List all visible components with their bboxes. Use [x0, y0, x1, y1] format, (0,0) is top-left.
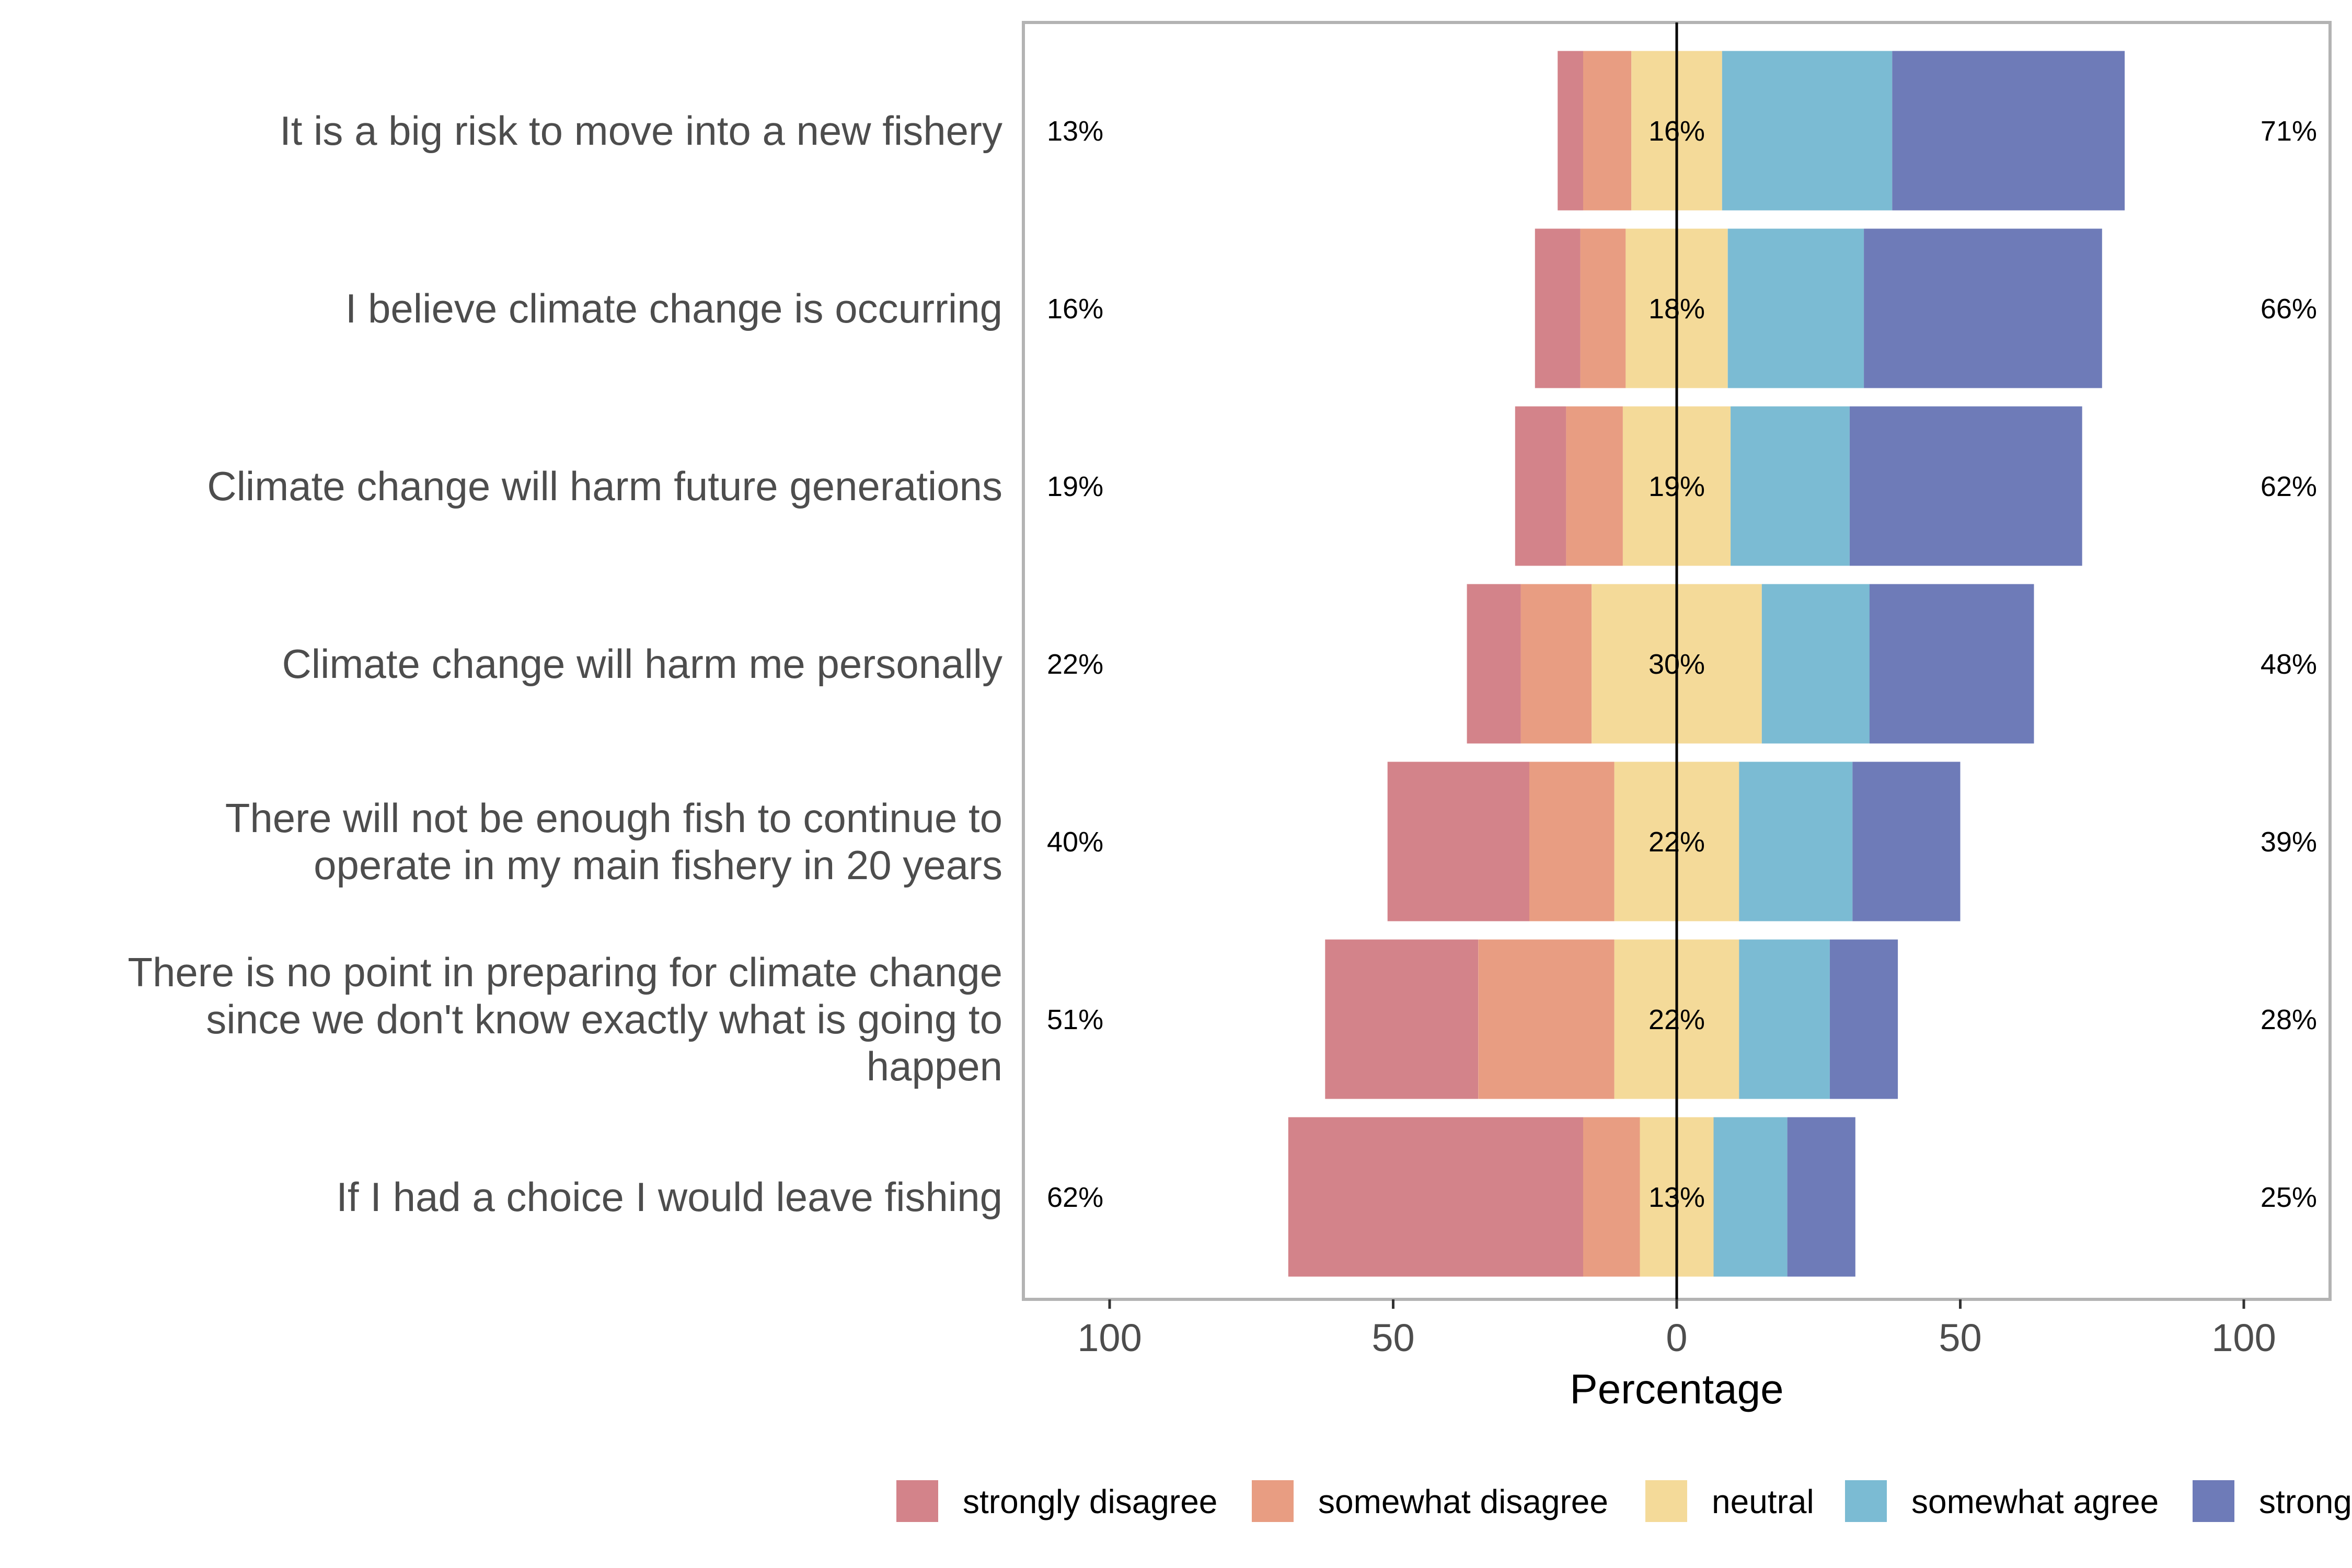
center-pct-label-row4: 30% [1648, 649, 1705, 680]
x-tick-label-1: 100 [1077, 1316, 1142, 1359]
bar-segment-row7-series5 [1787, 1117, 1855, 1277]
left-pct-label-row3: 19% [1047, 471, 1103, 502]
center-pct-label-row2: 18% [1648, 293, 1705, 325]
x-tick-label-2: 50 [1371, 1316, 1414, 1359]
center-pct-label-row6: 22% [1648, 1004, 1705, 1035]
bar-segment-row5-series1 [1387, 762, 1529, 921]
legend-key-2 [1252, 1480, 1294, 1522]
category-label-row6-line2: since we don't know exactly what is goin… [206, 996, 1002, 1042]
legend-key-5 [2193, 1480, 2234, 1522]
bar-segment-row2-series1 [1535, 228, 1581, 388]
bar-segment-row5-series5 [1852, 762, 1961, 921]
bar-segment-row2-series5 [1864, 228, 2102, 388]
bar-segment-row5-series2 [1529, 762, 1615, 921]
category-label-row3-line1: Climate change will harm future generati… [207, 463, 1002, 509]
legend-key-1 [896, 1480, 938, 1522]
bar-segment-row1-series1 [1558, 51, 1583, 211]
bar-segment-row7-series4 [1713, 1117, 1788, 1277]
left-pct-label-row6: 51% [1047, 1004, 1103, 1035]
bar-segment-row3-series2 [1566, 406, 1623, 566]
bar-segment-row4-series1 [1467, 584, 1521, 744]
legend-label-5: strong [2259, 1483, 2352, 1520]
category-label-row6-line3: happen [867, 1043, 1002, 1089]
x-tick-label-5: 100 [2211, 1316, 2276, 1359]
bar-layer [1288, 51, 2125, 1277]
bar-segment-row7-series2 [1583, 1117, 1640, 1277]
right-pct-label-row6: 28% [2261, 1004, 2317, 1035]
category-label-row6-line1: There is no point in preparing for clima… [128, 949, 1002, 995]
x-axis: 100 50 0 50 100 [1077, 1299, 2276, 1359]
bar-segment-row6-series5 [1829, 939, 1898, 1099]
left-pct-label-row2: 16% [1047, 293, 1103, 325]
left-pct-label-row1: 13% [1047, 116, 1103, 147]
legend-label-1: strongly disagree [963, 1483, 1217, 1520]
category-labels: It is a big risk to move into a new fish… [128, 108, 1002, 1220]
bar-segment-row2-series2 [1580, 228, 1626, 388]
bar-segment-row6-series1 [1325, 939, 1479, 1099]
center-pct-label-row3: 19% [1648, 471, 1705, 502]
right-pct-label-row7: 25% [2261, 1182, 2317, 1213]
percentage-labels: 13% 16% 71% 16% 18% 66% 19% 19% 62% 22% 30% 48% 40% 2… [1047, 116, 2317, 1213]
legend-key-4 [1845, 1480, 1887, 1522]
left-pct-label-row4: 22% [1047, 649, 1103, 680]
bar-segment-row2-series4 [1727, 228, 1864, 388]
bar-segment-row5-series4 [1739, 762, 1853, 921]
left-pct-label-row5: 40% [1047, 826, 1103, 858]
right-pct-label-row2: 66% [2261, 293, 2317, 325]
bar-segment-row3-series1 [1515, 406, 1566, 566]
center-pct-label-row7: 13% [1648, 1182, 1705, 1213]
x-tick-label-4: 50 [1939, 1316, 1981, 1359]
bar-segment-row1-series5 [1892, 51, 2125, 211]
legend: strongly disagree somewhat disagree neutra… [896, 1480, 2352, 1522]
legend-label-3: neutral [1712, 1483, 1814, 1520]
right-pct-label-row5: 39% [2261, 826, 2317, 858]
bar-segment-row4-series5 [1869, 584, 2034, 744]
center-pct-label-row1: 16% [1648, 116, 1705, 147]
category-label-row5-line2: operate in my main fishery in 20 years [314, 842, 1002, 888]
x-axis-title: Percentage [1570, 1366, 1783, 1412]
bar-segment-row1-series4 [1722, 51, 1893, 211]
bar-segment-row1-series2 [1583, 51, 1632, 211]
category-label-row2-line1: I believe climate change is occurring [345, 285, 1002, 331]
right-pct-label-row4: 48% [2261, 649, 2317, 680]
category-label-row4-line1: Climate change will harm me personally [282, 641, 1002, 687]
bar-segment-row4-series4 [1761, 584, 1870, 744]
right-pct-label-row1: 71% [2261, 116, 2317, 147]
bar-segment-row4-series2 [1520, 584, 1592, 744]
bar-segment-row6-series2 [1478, 939, 1615, 1099]
right-pct-label-row3: 62% [2261, 471, 2317, 502]
bar-segment-row3-series5 [1849, 406, 2082, 566]
x-tick-label-3: 0 [1666, 1316, 1687, 1359]
category-label-row7-line1: If I had a choice I would leave fishing [336, 1174, 1002, 1220]
bar-segment-row7-series1 [1288, 1117, 1583, 1277]
category-label-row5-line1: There will not be enough fish to continu… [225, 795, 1002, 841]
left-pct-label-row7: 62% [1047, 1182, 1103, 1213]
category-label-row1-line1: It is a big risk to move into a new fish… [280, 108, 1002, 154]
bar-segment-row3-series4 [1731, 406, 1850, 566]
legend-label-4: somewhat agree [1911, 1483, 2159, 1520]
legend-label-2: somewhat disagree [1318, 1483, 1608, 1520]
legend-key-3 [1645, 1480, 1687, 1522]
center-pct-label-row5: 22% [1648, 826, 1705, 858]
bar-segment-row6-series4 [1739, 939, 1830, 1099]
